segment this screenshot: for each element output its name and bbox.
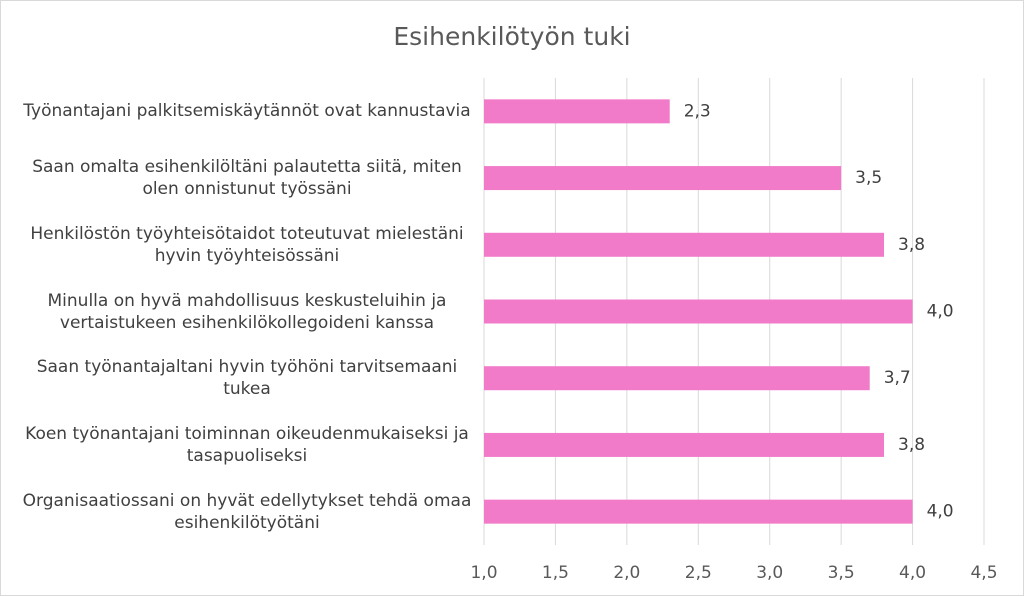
data-label: 3,7 [884,368,911,388]
data-label: 3,8 [898,235,925,255]
y-tick-label: Organisaatiossani on hyvät edellytykset … [22,490,472,533]
bar [484,366,870,391]
data-label: 4,0 [927,302,954,322]
bar [484,166,842,191]
bar [484,99,670,124]
x-tick-label: 1,0 [470,563,497,583]
data-label: 3,5 [855,168,882,188]
x-tick-label: 2,0 [613,563,640,583]
x-tick-label: 4,0 [899,563,926,583]
bar [484,432,884,457]
y-tick-label: Työnantajani palkitsemiskäytännöt ovat k… [23,101,471,122]
y-tick-label: Minulla on hyvä mahdollisuus keskustelui… [47,290,447,333]
bar [484,299,913,324]
y-tick-label: Henkilöstön työyhteisötaidot toteutuvat … [30,223,464,266]
x-tick-label: 1,5 [542,563,569,583]
x-tick-label: 3,0 [756,563,783,583]
chart-title: Esihenkilötyön tuki [393,22,630,51]
x-tick-label: 2,5 [685,563,712,583]
bar [484,499,913,524]
data-label: 4,0 [927,502,954,522]
y-tick-label: Saan työnantajaltani hyvin työhöni tarvi… [36,357,458,400]
y-tick-label: Saan omalta esihenkilöltäni palautetta s… [32,157,462,200]
data-label: 3,8 [898,435,925,455]
data-label: 2,3 [684,101,711,121]
x-tick-label: 3,5 [828,563,855,583]
y-tick-label: Koen työnantajani toiminnan oikeudenmuka… [25,423,469,466]
bar [484,232,884,257]
x-tick-label: 4,5 [970,563,997,583]
